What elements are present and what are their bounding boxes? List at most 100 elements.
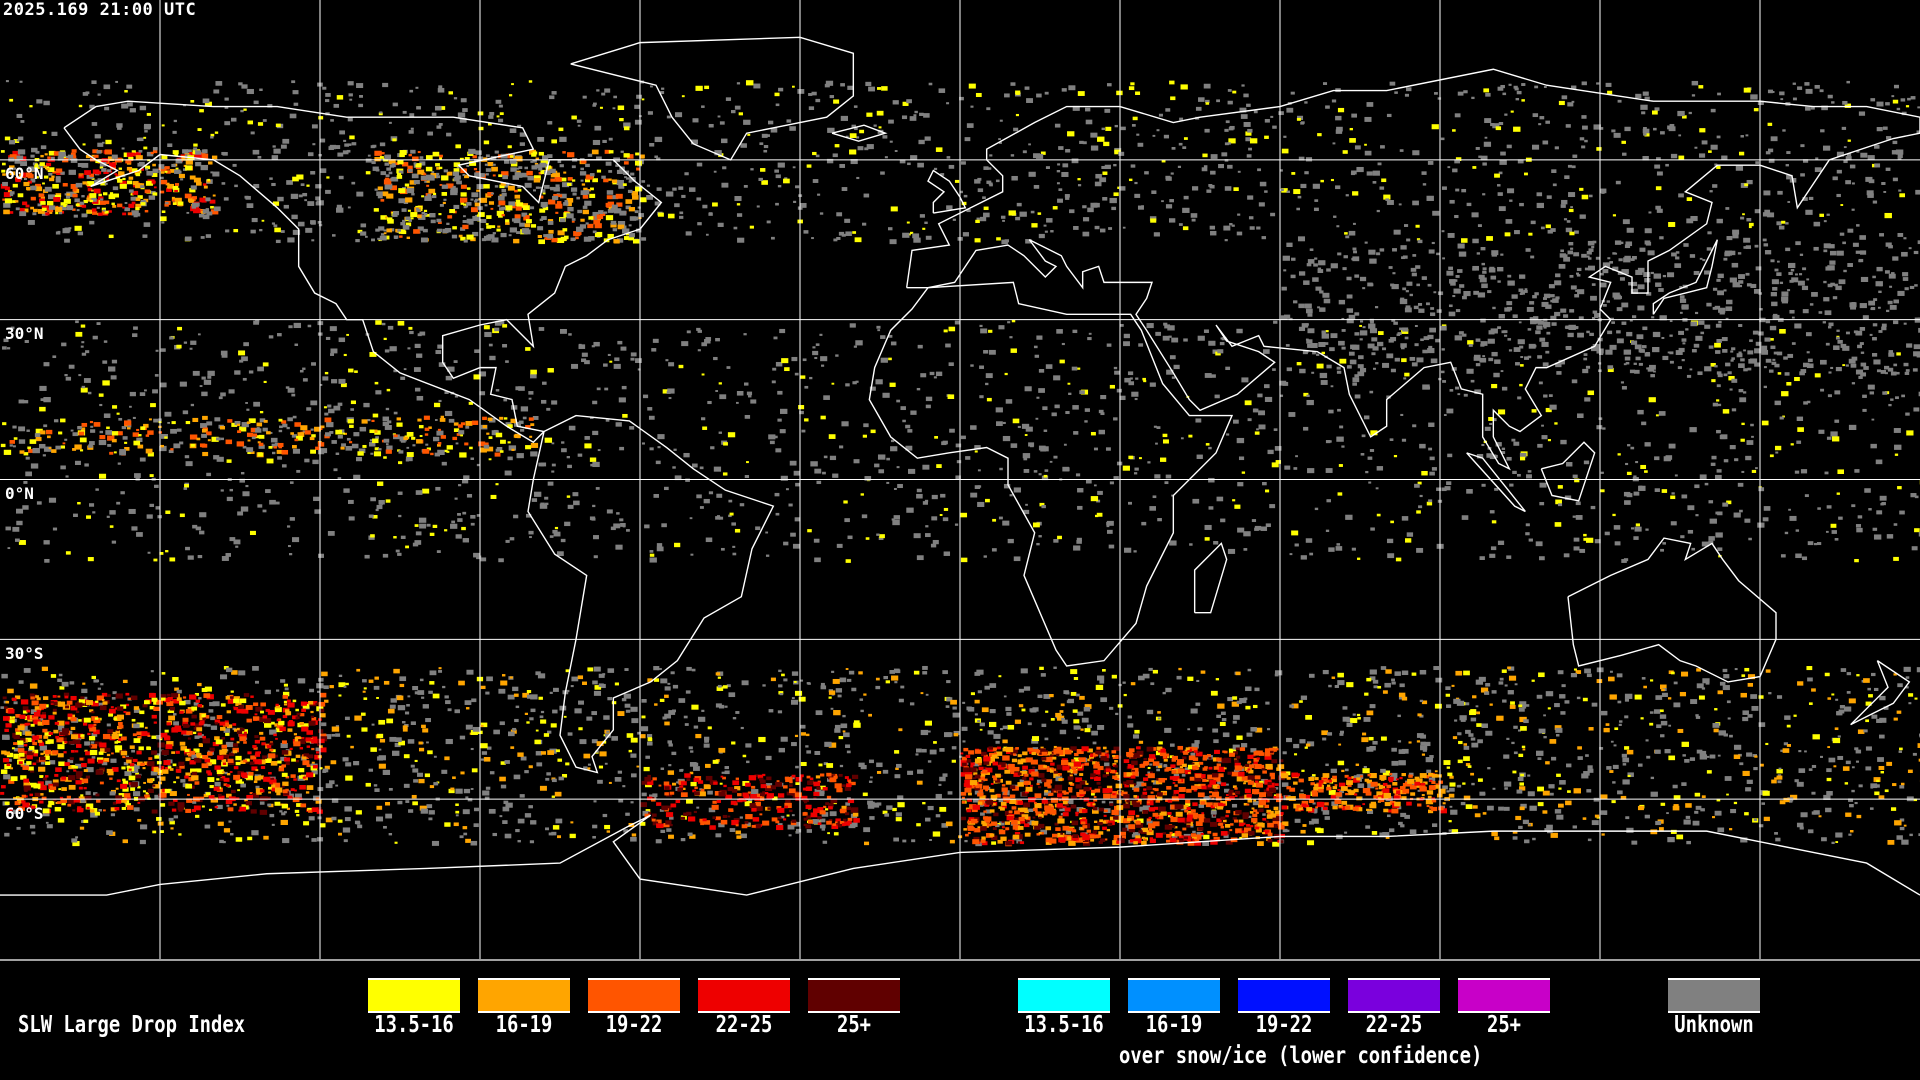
cloud-pixel: [412, 686, 419, 691]
cloud-pixel: [116, 740, 121, 743]
cloud-pixel: [29, 824, 36, 829]
cloud-pixel: [233, 766, 239, 770]
cloud-pixel: [1005, 750, 1011, 754]
cloud-pixel: [204, 715, 210, 719]
cloud-pixel: [1842, 766, 1850, 771]
cloud-pixel: [226, 710, 231, 714]
cloud-pixel: [11, 747, 15, 750]
cloud-pixel: [1701, 687, 1706, 690]
cloud-pixel: [1544, 828, 1550, 832]
cloud-pixel: [1097, 675, 1105, 681]
cloud-pixel: [33, 753, 38, 757]
cloud-pixel: [902, 839, 907, 843]
cloud-pixel: [1503, 754, 1510, 759]
cloud-pixel: [762, 791, 765, 794]
cloud-pixel: [680, 816, 686, 820]
cloud-pixel: [91, 208, 97, 212]
cloud-pixel: [1649, 722, 1654, 726]
cloud-pixel: [1537, 802, 1544, 807]
cloud-pixel: [961, 800, 966, 804]
cloud-pixel: [1347, 789, 1352, 793]
cloud-pixel: [235, 837, 243, 842]
cloud-pixel: [108, 162, 116, 168]
cloud-pixel: [1070, 746, 1077, 751]
cloud-pixel: [1148, 816, 1152, 819]
cloud-pixel: [1146, 786, 1152, 791]
cloud-pixel: [252, 666, 259, 671]
cloud-pixel: [299, 722, 304, 726]
cloud-pixel: [1696, 683, 1704, 689]
cloud-pixel: [137, 786, 141, 789]
cloud-pixel: [1643, 685, 1647, 689]
cloud-pixel: [1087, 748, 1093, 753]
cloud-pixel: [33, 716, 39, 720]
cloud-pixel: [1382, 690, 1388, 694]
cloud-pixel: [1458, 740, 1463, 745]
cloud-pixel: [1455, 697, 1460, 700]
cloud-pixel: [993, 812, 999, 817]
cloud-pixel: [1166, 833, 1172, 838]
cloud-pixel: [166, 187, 172, 192]
cloud-pixel: [642, 810, 650, 816]
cloud-pixel: [995, 778, 1001, 783]
cloud-pixel: [331, 798, 339, 803]
cloud-pixel: [299, 713, 305, 717]
cloud-pixel: [1, 169, 6, 173]
cloud-pixel: [1014, 810, 1020, 815]
cloud-pixel: [459, 835, 464, 839]
cloud-pixel: [893, 837, 899, 842]
cloud-pixel: [1624, 746, 1630, 750]
cloud-pixel: [1558, 803, 1564, 808]
cloud-pixel: [1045, 840, 1052, 845]
cloud-pixel: [742, 754, 747, 758]
cloud-pixel: [1499, 677, 1504, 681]
cloud-pixel: [14, 695, 21, 700]
cloud-pixel: [837, 694, 842, 698]
cloud-pixel: [104, 758, 109, 762]
cloud-pixel: [1193, 816, 1198, 820]
cloud-pixel: [168, 817, 174, 822]
cloud-pixel: [1865, 719, 1870, 723]
cloud-pixel: [735, 777, 739, 780]
cloud-pixel: [1606, 766, 1612, 770]
cloud-pixel: [275, 737, 278, 740]
cloud-pixel: [344, 806, 352, 812]
cloud-pixel: [770, 785, 776, 790]
cloud-pixel: [1371, 831, 1378, 835]
cloud-pixel: [1519, 782, 1524, 786]
cloud-pixel: [312, 764, 318, 769]
cloud-pixel: [1700, 808, 1705, 812]
cloud-pixel: [23, 763, 30, 768]
cloud-pixel: [201, 805, 205, 808]
cloud-pixel: [137, 195, 143, 199]
cloud-pixel: [1105, 750, 1109, 753]
cloud-pixel: [241, 708, 249, 714]
cloud-pixel: [1093, 798, 1098, 802]
cloud-pixel: [1751, 705, 1759, 711]
cloud-pixel: [1129, 784, 1134, 788]
cloud-pixel: [214, 805, 218, 809]
cloud-pixel: [1448, 793, 1455, 798]
cloud-pixel: [828, 806, 833, 810]
cloud-pixel: [777, 807, 785, 813]
cloud-pixel: [108, 708, 116, 714]
cloud-pixel: [1786, 724, 1791, 728]
cloud-pixel: [1624, 693, 1633, 699]
cloud-pixel: [737, 793, 742, 797]
cloud-pixel: [1126, 818, 1132, 822]
cloud-pixel: [23, 778, 30, 783]
cloud-pixel: [148, 780, 152, 784]
cloud-pixel: [1373, 685, 1378, 689]
cloud-pixel: [1067, 762, 1074, 767]
cloud-pixel: [235, 755, 242, 761]
cloud-pixel: [1658, 827, 1664, 831]
cloud-pixel: [1174, 826, 1178, 829]
cloud-pixel: [970, 818, 978, 824]
cloud-pixel: [342, 827, 351, 833]
cloud-pixel: [984, 685, 990, 690]
cloud-pixel: [1228, 748, 1237, 754]
cloud-pixel: [45, 749, 52, 755]
cloud-pixel: [1052, 768, 1056, 771]
cloud-pixel: [1449, 787, 1455, 792]
cloud-pixel: [280, 742, 288, 749]
